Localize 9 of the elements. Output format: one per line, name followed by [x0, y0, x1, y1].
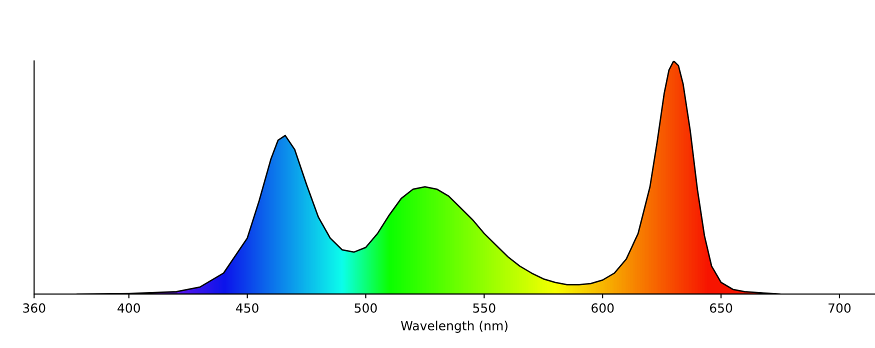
x-tick-label: 500	[354, 303, 377, 313]
x-tick-label: 700	[828, 303, 851, 313]
x-tick-label: 550	[473, 303, 496, 313]
x-tick-label: 450	[236, 303, 258, 313]
x-tick-label: 400	[118, 303, 140, 313]
x-axis-title: Wavelength (nm)	[400, 320, 508, 333]
x-tick-label: 360	[23, 303, 46, 313]
x-tick-label: 600	[592, 303, 614, 313]
x-tick-label: 650	[710, 303, 732, 313]
